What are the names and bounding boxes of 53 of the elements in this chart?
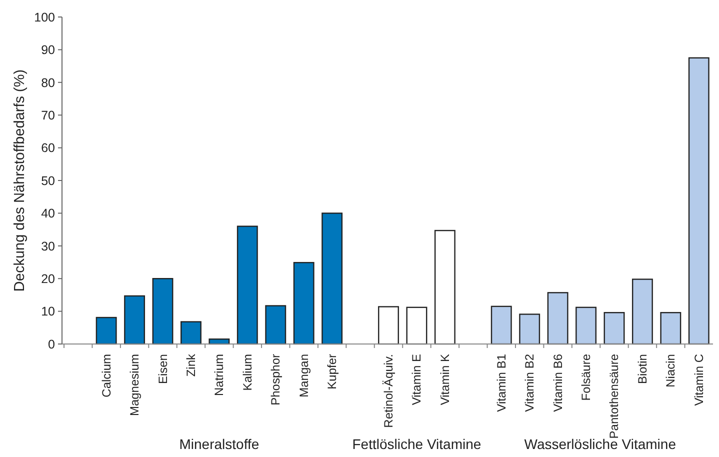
y-tick-label: 100 xyxy=(34,10,56,24)
bar xyxy=(490,306,512,345)
bar xyxy=(576,306,596,345)
bar xyxy=(660,312,682,345)
x-tick-label: Niacin xyxy=(664,354,678,388)
bar xyxy=(236,226,258,345)
x-tick-label: Vitamin B2 xyxy=(522,354,537,412)
bar xyxy=(434,230,456,345)
x-tick-label: Kupfer xyxy=(325,354,340,390)
bar xyxy=(180,321,202,345)
bar xyxy=(152,278,174,345)
x-tick-label: Vitamin E xyxy=(410,354,424,406)
text: Fettlösliche Vitamine xyxy=(352,436,482,452)
bar xyxy=(378,306,399,345)
x-tick-label: Magnesium xyxy=(128,354,142,416)
bar xyxy=(96,316,117,345)
text: Mineralstoffe xyxy=(179,436,260,452)
bar xyxy=(604,312,625,345)
y-tick-label: 20 xyxy=(41,272,56,286)
x-tick-label: Vitamin C xyxy=(692,354,706,406)
x-tick-label: Folsäure xyxy=(579,354,594,401)
x-tick-label: Vitamin K xyxy=(438,354,452,406)
x-tick-label: Zink xyxy=(184,353,198,377)
x-tick-label: Eisen xyxy=(156,354,170,384)
x-tick-label: Biotin xyxy=(635,354,650,384)
bar xyxy=(265,305,286,345)
x-tick-label: Natrium xyxy=(212,354,226,396)
y-tick-label: 10 xyxy=(41,304,56,319)
x-tick-label: Phosphor xyxy=(268,354,283,406)
x-tick-label: Calcium xyxy=(99,354,114,398)
y-tick-label: 80 xyxy=(41,76,56,90)
bar xyxy=(293,262,314,345)
bar xyxy=(322,212,343,345)
y-tick-label: 70 xyxy=(41,108,56,122)
bar xyxy=(406,306,428,345)
bar xyxy=(632,278,653,345)
x-tick-label: Vitamin B1 xyxy=(494,354,508,412)
y-tick-label: 40 xyxy=(41,206,56,221)
x-tick-label: Mangan xyxy=(296,354,311,398)
y-tick-label: 60 xyxy=(41,141,56,156)
bar xyxy=(688,57,710,345)
x-tick-label: Kalium xyxy=(240,354,254,391)
y-tick-label: 0 xyxy=(48,337,56,352)
y-tick-label: 30 xyxy=(41,239,56,254)
bar xyxy=(519,314,540,345)
y-tick-label: 90 xyxy=(41,43,56,58)
x-tick-label: Vitamin B6 xyxy=(550,354,565,412)
y-tick-label: 50 xyxy=(41,174,56,188)
bar xyxy=(124,295,146,345)
y-axis-title: Deckung des Nährstoffbedarfs (%) xyxy=(12,69,28,292)
x-tick-label: Retinol-Äquiv. xyxy=(382,354,396,428)
bar xyxy=(547,292,568,345)
x-tick-label: Pantothensäure xyxy=(607,354,622,439)
